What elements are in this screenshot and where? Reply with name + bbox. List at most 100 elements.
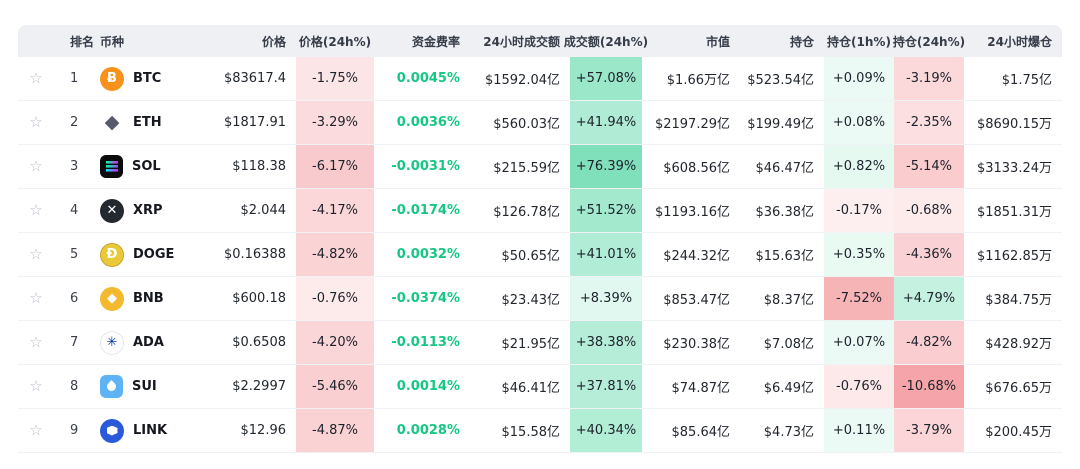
col-header-volume_24h[interactable]: 24小时成交额	[483, 34, 560, 49]
rank-value: 9	[70, 423, 79, 438]
price-cell: $0.16388	[223, 247, 286, 262]
price-cell: $118.38	[232, 159, 286, 174]
col-header-coin[interactable]: 币种	[100, 34, 125, 49]
liquidation-24h-cell: $1851.31万	[976, 205, 1052, 220]
volume-24h-cell: $126.78亿	[493, 205, 560, 220]
coin-symbol: SUI	[132, 379, 157, 394]
rank-value: 1	[70, 71, 79, 86]
volume-24h-cell: $46.41亿	[501, 381, 561, 396]
favorite-star-icon[interactable]: ☆	[29, 377, 43, 395]
col-header-market_cap[interactable]: 市值	[705, 34, 730, 49]
favorite-cell: ☆	[18, 277, 54, 320]
market-cap-cell: $1.66万亿	[666, 73, 730, 88]
coin-cell[interactable]: ✕ XRP	[94, 189, 204, 232]
coin-cell[interactable]: ◆ BNB	[94, 277, 204, 320]
liquidation-24h-cell: $428.92万	[985, 337, 1052, 352]
table-row: ☆ 2 ◆ ETH $1817.91 -3.29% 0.0036% $560.03亿 +41.9…	[18, 101, 1062, 145]
col-header-price[interactable]: 价格	[261, 34, 286, 49]
col-header-open_interest[interactable]: 持仓	[789, 34, 814, 49]
col-header-oi_1h_pct[interactable]: 持仓(1h%)	[827, 34, 891, 49]
liquidation-24h-cell: $8690.15万	[976, 117, 1052, 132]
col-header-funding_rate[interactable]: 资金费率	[411, 34, 460, 49]
coin-cell[interactable]: Ƀ BTC	[94, 57, 204, 100]
market-cap-cell: $244.32亿	[663, 249, 730, 264]
table-row: ☆ 5 Ð DOGE $0.16388 -4.82% 0.0032% $50.65亿 +41.0…	[18, 233, 1062, 277]
favorite-cell: ☆	[18, 101, 54, 144]
oi-1h-pct-cell: +0.11%	[824, 409, 894, 452]
favorite-star-icon[interactable]: ☆	[29, 113, 43, 131]
volume-24h-cell: $215.59亿	[493, 161, 560, 176]
oi-24h-pct-cell: -3.19%	[894, 57, 964, 100]
rank-value: 8	[70, 379, 79, 394]
volume-24h-pct-cell: +38.38%	[570, 321, 642, 364]
coin-cell[interactable]: ✳ ADA	[94, 321, 204, 364]
oi-1h-pct-cell: -7.52%	[824, 277, 894, 320]
favorite-star-icon[interactable]: ☆	[29, 421, 43, 439]
coin-symbol: BTC	[133, 71, 162, 86]
volume-24h-cell: $560.03亿	[493, 117, 560, 132]
favorite-cell: ☆	[18, 365, 54, 408]
favorite-star-icon[interactable]: ☆	[29, 333, 43, 351]
rank-value: 6	[70, 291, 79, 306]
eth-coin-icon: ◆	[104, 111, 120, 133]
table-row: ☆ 7 ✳ ADA $0.6508 -4.20% -0.0113% $21.95亿 +38.38…	[18, 321, 1062, 365]
open-interest-cell: $6.49亿	[763, 381, 814, 396]
favorite-star-icon[interactable]: ☆	[29, 157, 43, 175]
oi-24h-pct-cell: -3.79%	[894, 409, 964, 452]
col-header-rank[interactable]: 排名	[70, 34, 95, 49]
rank-cell: 8	[54, 365, 94, 408]
coin-symbol: SOL	[132, 159, 161, 174]
favorite-cell: ☆	[18, 233, 54, 276]
price-24h-pct-cell: -4.87%	[296, 409, 374, 452]
rank-value: 2	[70, 115, 79, 130]
favorite-star-icon[interactable]: ☆	[29, 289, 43, 307]
table-row: ☆ 3 SOL $118.38 -6.17% -0.0031% $215.59亿 +76.39…	[18, 145, 1062, 189]
oi-1h-pct-cell: -0.76%	[824, 365, 894, 408]
coin-symbol: ADA	[133, 335, 164, 350]
table-row: ☆ 4 ✕ XRP $2.044 -4.17% -0.0174% $126.78亿 +51.52…	[18, 189, 1062, 233]
price-24h-pct-cell: -4.20%	[296, 321, 374, 364]
xrp-coin-icon: ✕	[100, 198, 124, 223]
volume-24h-cell: $23.43亿	[501, 293, 561, 308]
oi-24h-pct-cell: -4.82%	[894, 321, 964, 364]
coin-cell[interactable]: SUI	[94, 365, 204, 408]
favorite-star-icon[interactable]: ☆	[29, 245, 43, 263]
rank-cell: 9	[54, 409, 94, 452]
coin-cell[interactable]: LINK	[94, 409, 204, 452]
oi-24h-pct-cell: -10.68%	[894, 365, 964, 408]
volume-24h-pct-cell: +41.94%	[570, 101, 642, 144]
favorite-cell: ☆	[18, 189, 54, 232]
rank-cell: 2	[54, 101, 94, 144]
favorite-cell: ☆	[18, 321, 54, 364]
coin-symbol: BNB	[133, 291, 164, 306]
favorite-star-icon[interactable]: ☆	[29, 201, 43, 219]
oi-1h-pct-cell: +0.08%	[824, 101, 894, 144]
oi-24h-pct-cell: -5.14%	[894, 145, 964, 188]
price-cell: $83617.4	[223, 71, 286, 86]
ada-coin-icon: ✳	[100, 330, 124, 355]
price-24h-pct-cell: -1.75%	[296, 57, 374, 100]
coin-symbol: DOGE	[133, 247, 175, 262]
price-24h-pct-cell: -6.17%	[296, 145, 374, 188]
favorite-star-icon[interactable]: ☆	[29, 69, 43, 87]
price-cell: $2.044	[240, 203, 287, 218]
col-header-oi_24h_pct[interactable]: 持仓(24h%)	[892, 34, 966, 49]
price-24h-pct-cell: -4.82%	[296, 233, 374, 276]
rank-cell: 1	[54, 57, 94, 100]
col-header-price_24h_pct[interactable]: 价格(24h%)	[298, 34, 372, 49]
funding-rate-cell: -0.0113%	[391, 335, 460, 350]
crypto-futures-dashboard: 排名 币种 价格 价格(24h%) 资金费率 24小时成交额 成交额(24h%) 市值 持仓 持仓…	[0, 25, 1080, 469]
coin-cell[interactable]: SOL	[94, 145, 204, 188]
oi-1h-pct-cell: +0.82%	[824, 145, 894, 188]
col-header-volume_24h_pct[interactable]: 成交额(24h%)	[563, 34, 649, 49]
table-body: ☆ 1 Ƀ BTC $83617.4 -1.75% 0.0045% $1592.04亿 +57.…	[18, 57, 1062, 453]
coin-cell[interactable]: Ð DOGE	[94, 233, 204, 276]
sui-coin-icon	[100, 375, 123, 398]
doge-coin-icon: Ð	[100, 242, 124, 267]
coin-cell[interactable]: ◆ ETH	[94, 101, 204, 144]
col-header-liquidation_24h[interactable]: 24小时爆仓	[987, 34, 1052, 49]
rank-cell: 5	[54, 233, 94, 276]
liquidation-24h-cell: $384.75万	[985, 293, 1052, 308]
market-cap-cell: $85.64亿	[671, 425, 731, 440]
volume-24h-pct-cell: +51.52%	[570, 189, 642, 232]
